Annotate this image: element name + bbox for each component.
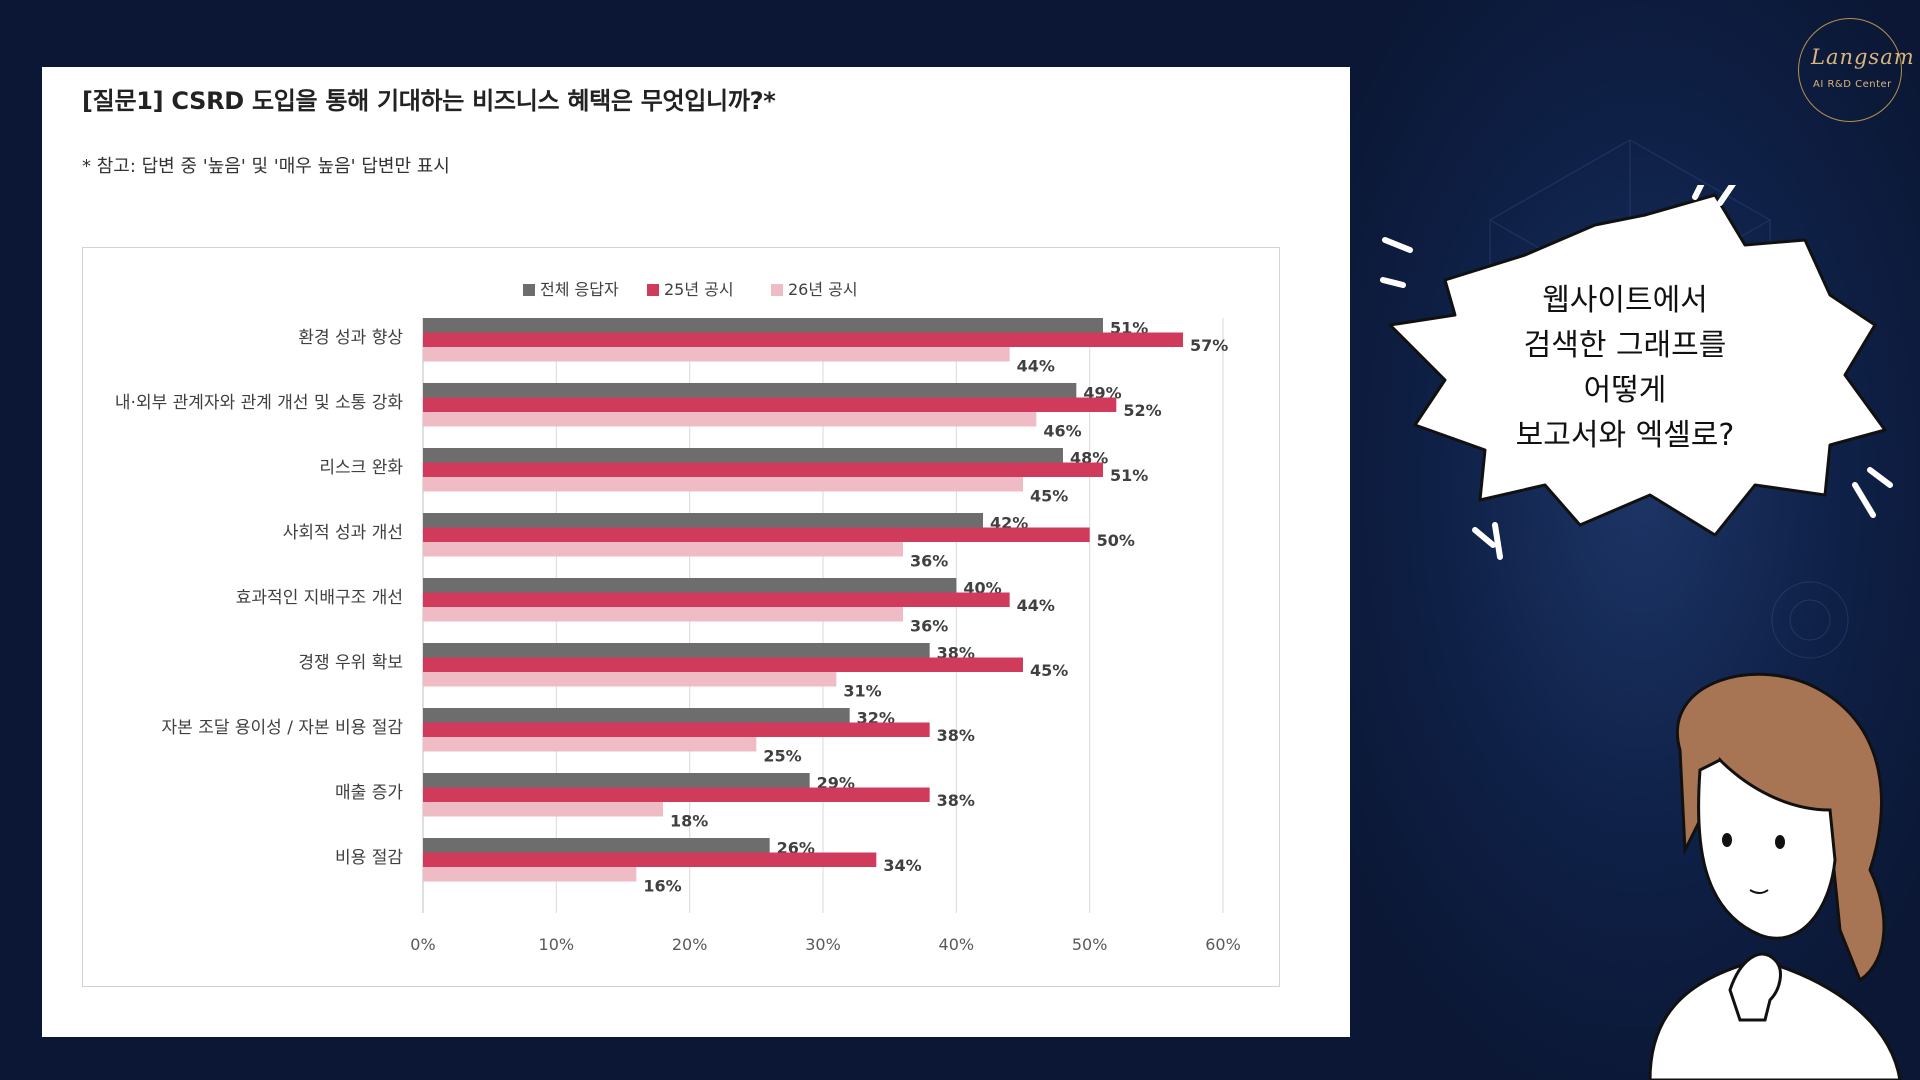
report-panel: [질문1] CSRD 도입을 통해 기대하는 비즈니스 혜택은 무엇입니까?* … <box>42 67 1350 1037</box>
bar <box>423 708 850 723</box>
speech-line-4: 보고서와 엑셀로? <box>1515 418 1735 453</box>
data-label: 44% <box>1017 596 1055 615</box>
logo-subtitle: AI R&D Center <box>1813 79 1892 90</box>
category-label: 사회적 성과 개선 <box>283 523 403 543</box>
data-label: 31% <box>843 682 881 701</box>
legend-swatch <box>523 284 535 296</box>
data-label: 46% <box>1043 422 1081 441</box>
x-tick-label: 50% <box>1072 935 1108 954</box>
bar <box>423 527 1090 542</box>
category-label: 리스크 완화 <box>319 458 403 478</box>
speech-line-1: 웹사이트에서 <box>1542 283 1708 318</box>
data-label: 45% <box>1030 487 1068 506</box>
category-label: 자본 조달 용이성 / 자본 비용 절감 <box>162 718 404 738</box>
bar <box>423 397 1117 412</box>
x-tick-label: 10% <box>539 935 575 954</box>
bar <box>423 462 1103 477</box>
speech-line-3: 어떻게 <box>1583 373 1667 408</box>
x-tick-label: 60% <box>1205 935 1241 954</box>
bar <box>423 643 930 658</box>
bar <box>423 383 1077 398</box>
bar <box>423 448 1063 463</box>
speech-burst <box>1380 185 1893 560</box>
data-label: 36% <box>910 552 948 571</box>
data-label: 45% <box>1030 661 1068 680</box>
category-label: 효과적인 지배구조 개선 <box>236 588 403 608</box>
bar <box>423 737 757 752</box>
data-label: 25% <box>763 747 801 766</box>
bar <box>423 578 957 593</box>
bar <box>423 787 930 802</box>
bar <box>423 318 1103 333</box>
speech-line-2: 검색한 그래프를 <box>1523 328 1727 363</box>
category-label: 환경 성과 향상 <box>298 328 403 348</box>
category-label: 내·외부 관계자와 관계 개선 및 소통 강화 <box>115 393 403 413</box>
bar <box>423 412 1037 427</box>
data-label: 38% <box>937 791 975 810</box>
bar <box>423 722 930 737</box>
x-tick-label: 0% <box>410 935 435 954</box>
legend-swatch <box>771 284 783 296</box>
bar <box>423 838 770 853</box>
bar <box>423 773 810 788</box>
bar <box>423 802 663 817</box>
x-tick-label: 20% <box>672 935 708 954</box>
reference-note: * 참고: 답변 중 '높음' 및 '매우 높음' 답변만 표시 <box>82 156 450 177</box>
x-tick-label: 30% <box>805 935 841 954</box>
data-label: 38% <box>937 726 975 745</box>
bar <box>423 477 1023 492</box>
legend-label: 전체 응답자 <box>540 280 619 299</box>
category-label: 비용 절감 <box>335 848 403 868</box>
data-label: 44% <box>1017 357 1055 376</box>
data-label: 16% <box>643 877 681 896</box>
data-label: 18% <box>670 812 708 831</box>
bar <box>423 657 1023 672</box>
bar <box>423 542 903 557</box>
data-label: 52% <box>1123 401 1161 420</box>
logo-script-text: Langsam <box>1811 45 1915 69</box>
bar <box>423 867 637 882</box>
thinking-girl-illustration <box>1648 672 1902 1080</box>
bar <box>423 672 837 687</box>
category-label: 경쟁 우위 확보 <box>298 653 403 673</box>
category-label: 매출 증가 <box>335 783 403 803</box>
bar <box>423 513 983 528</box>
bar <box>423 592 1010 607</box>
legend-label: 26년 공시 <box>788 280 858 299</box>
data-label: 50% <box>1097 531 1135 550</box>
brand-logo: Langsam AI R&D Center <box>1798 18 1914 122</box>
question-title: [질문1] CSRD 도입을 통해 기대하는 비즈니스 혜택은 무엇입니까?* <box>82 87 776 115</box>
bar <box>423 607 903 622</box>
bar-chart: 0% 10% 20% 30% 40% 50% 60% 전체 응답자 25년 공시 26년 공시환경… <box>115 280 1241 954</box>
legend-label: 25년 공시 <box>664 280 734 299</box>
data-label: 51% <box>1110 466 1148 485</box>
legend-swatch <box>647 284 659 296</box>
data-label: 36% <box>910 617 948 636</box>
data-label: 57% <box>1190 336 1228 355</box>
bar <box>423 332 1183 347</box>
bar <box>423 347 1010 362</box>
x-tick-label: 40% <box>939 935 975 954</box>
data-label: 34% <box>883 856 921 875</box>
speech-burst-text: 웹사이트에서 검색한 그래프를 어떻게 보고서와 엑셀로? <box>1460 278 1790 458</box>
bar <box>423 852 877 867</box>
